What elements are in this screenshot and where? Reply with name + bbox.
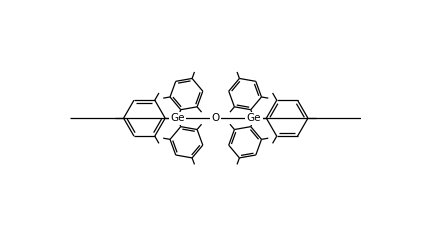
Text: Ge: Ge (171, 113, 185, 123)
Text: Ge: Ge (247, 113, 261, 123)
Text: O: O (212, 113, 220, 123)
